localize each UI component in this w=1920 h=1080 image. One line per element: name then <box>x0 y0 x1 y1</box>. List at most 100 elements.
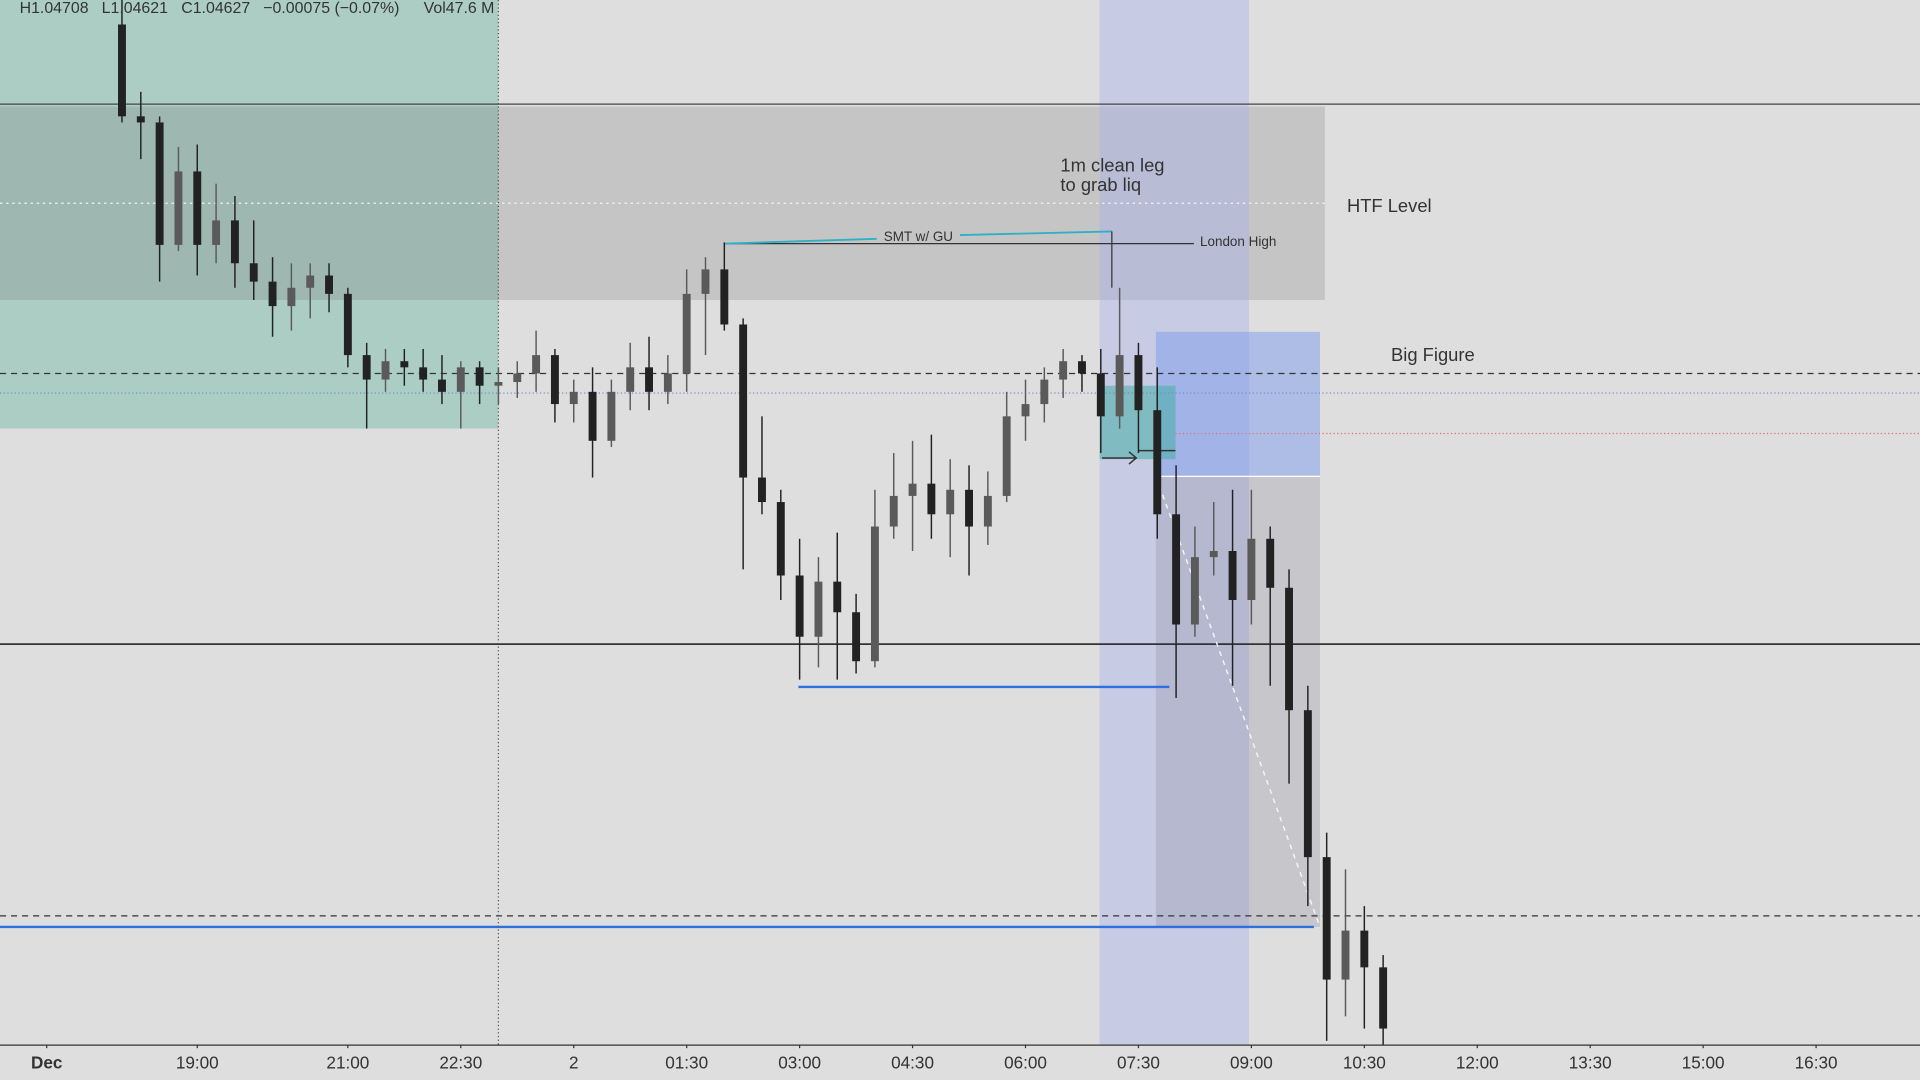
candle-body <box>645 367 653 392</box>
candle-body <box>1209 551 1218 558</box>
candle-body <box>306 275 315 288</box>
candle-body <box>1190 557 1199 625</box>
x-tick-label: Dec <box>31 1053 63 1073</box>
candle-body <box>1285 587 1293 711</box>
smt-line <box>723 237 877 245</box>
candle-body <box>325 275 333 294</box>
candle-body <box>193 171 202 245</box>
candle-body <box>287 287 296 307</box>
candle-body <box>1153 410 1162 515</box>
x-tick-label: 03:00 <box>778 1053 821 1073</box>
x-tick-label: 13:30 <box>1569 1053 1612 1073</box>
candle-body <box>343 293 352 356</box>
candle-body <box>720 269 729 325</box>
candle-body <box>550 355 559 405</box>
candles <box>118 0 1388 1045</box>
x-tick-label: 19:00 <box>176 1053 219 1073</box>
candle-body <box>1002 416 1011 496</box>
risk-box <box>1155 331 1320 477</box>
x-tick-label: 09:00 <box>1230 1053 1273 1073</box>
candle-body <box>494 382 503 386</box>
candle-body <box>1021 404 1030 417</box>
time-axis <box>0 1044 1920 1080</box>
candle-body <box>852 612 861 662</box>
candle-body <box>1134 355 1143 411</box>
x-tick-label: 06:00 <box>1004 1053 1047 1073</box>
header-high: H1.04708 <box>20 0 89 17</box>
header-low: L1.04621 <box>102 0 168 17</box>
candle-body <box>230 220 239 264</box>
candle-body <box>927 483 936 515</box>
candle-body <box>607 391 616 441</box>
candle-body <box>212 220 221 245</box>
candle-body <box>362 355 371 380</box>
candle-body <box>833 581 842 613</box>
candle-body <box>1341 930 1350 980</box>
candle-body <box>155 122 164 245</box>
x-tick-label: 04:30 <box>891 1053 934 1073</box>
candle-body <box>776 502 785 576</box>
candle-body <box>569 391 578 405</box>
candle-body <box>1078 361 1086 374</box>
x-tick-label: 21:00 <box>326 1053 369 1073</box>
candle-body <box>400 361 409 368</box>
header-change: −0.00075 (−0.07%) <box>263 0 399 17</box>
candle-body <box>249 263 258 282</box>
header-volume: Vol47.6 M <box>424 0 495 17</box>
candle-body <box>1303 710 1312 858</box>
candle-body <box>1059 361 1068 380</box>
candle-body <box>1266 538 1275 588</box>
smt-line <box>959 230 1112 237</box>
candle-body <box>626 367 635 392</box>
x-tick-label: 12:00 <box>1456 1053 1499 1073</box>
x-tick-label: 01:30 <box>665 1053 708 1073</box>
header-close: C1.04627 <box>181 0 250 17</box>
candle-body <box>682 293 691 374</box>
candle-body <box>889 495 898 527</box>
candle-body <box>758 477 766 503</box>
x-tick-label: 10:30 <box>1343 1053 1386 1073</box>
candle-body <box>1247 538 1256 600</box>
candle-body <box>814 581 823 637</box>
candle-body <box>513 373 522 383</box>
x-tick-label: 07:30 <box>1117 1053 1160 1073</box>
candle-body <box>532 355 541 374</box>
x-tick-label: 2 <box>569 1053 579 1073</box>
candle-body <box>965 489 973 527</box>
candle-body <box>174 171 183 245</box>
candle-body <box>268 281 277 307</box>
candle-body <box>136 116 145 123</box>
candle-body <box>588 391 597 441</box>
candle-body <box>419 367 428 380</box>
annotation: 1m clean leg <box>1060 154 1164 175</box>
x-tick-label: 16:30 <box>1795 1053 1838 1073</box>
candle-body <box>1360 930 1369 968</box>
annotation: to grab liq <box>1060 174 1141 195</box>
candle-body <box>946 489 955 515</box>
candle-body <box>795 575 804 637</box>
candle-body <box>456 367 465 392</box>
session-zone <box>0 0 499 429</box>
candle-body <box>1115 355 1124 417</box>
candle-body <box>1096 373 1105 417</box>
candle-body <box>1322 857 1331 980</box>
candle-body <box>1228 551 1237 600</box>
candle-body <box>438 379 446 392</box>
arrow <box>1102 451 1138 465</box>
candle-body <box>739 324 748 478</box>
candle-body <box>475 367 484 386</box>
htf-label: HTF Level <box>1347 195 1432 216</box>
candle-body <box>908 483 917 496</box>
candle-body <box>1379 967 1388 1029</box>
candle-body <box>701 269 710 294</box>
projection-line <box>1155 476 1321 928</box>
candle-body <box>1172 514 1181 625</box>
candle-body <box>983 495 992 527</box>
candle-body <box>1040 379 1049 405</box>
candle-body <box>663 373 672 392</box>
candle-body <box>381 361 390 380</box>
